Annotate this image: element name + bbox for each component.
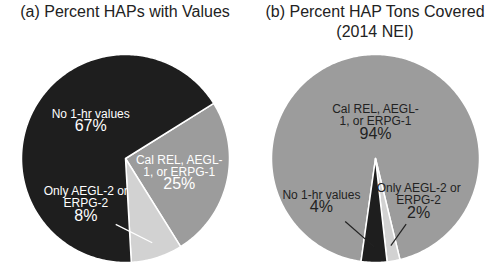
svg-text:67%: 67% [75, 117, 107, 134]
html-text:(b) Percent HAP Tons Covered: (b) Percent HAP Tons Covered [265, 3, 485, 20]
html-text:ERPG-2: ERPG-2 [63, 196, 109, 211]
svg-text:2%: 2% [407, 204, 430, 221]
html-text:1, or ERPG-1: 1, or ERPG-1 [339, 114, 412, 129]
html-text:Only AEGL-2 or: Only AEGL-2 or [376, 181, 461, 196]
svg-text:No 1-hr values: No 1-hr values [282, 187, 361, 202]
html-text:(2014 NEI): (2014 NEI) [336, 23, 414, 40]
html-text:Cal REL, AEGL-: Cal REL, AEGL- [332, 102, 419, 117]
svg-text:8%: 8% [74, 207, 97, 224]
html-text:1, or ERPG-1: 1, or ERPG-1 [143, 165, 216, 180]
html-text:Only AEGL-2 or: Only AEGL-2 or [43, 184, 128, 199]
svg-text:4%: 4% [310, 198, 333, 215]
svg-text:No 1-hr values: No 1-hr values [51, 106, 130, 121]
html-text:ERPG-2: ERPG-2 [396, 193, 441, 208]
html-text:(a) Percent HAPs with Values: (a) Percent HAPs with Values [20, 3, 230, 20]
svg-text:94%: 94% [359, 125, 391, 142]
html-text:Cal REL, AEGL-: Cal REL, AEGL- [135, 153, 223, 168]
svg-text:25%: 25% [163, 175, 195, 192]
